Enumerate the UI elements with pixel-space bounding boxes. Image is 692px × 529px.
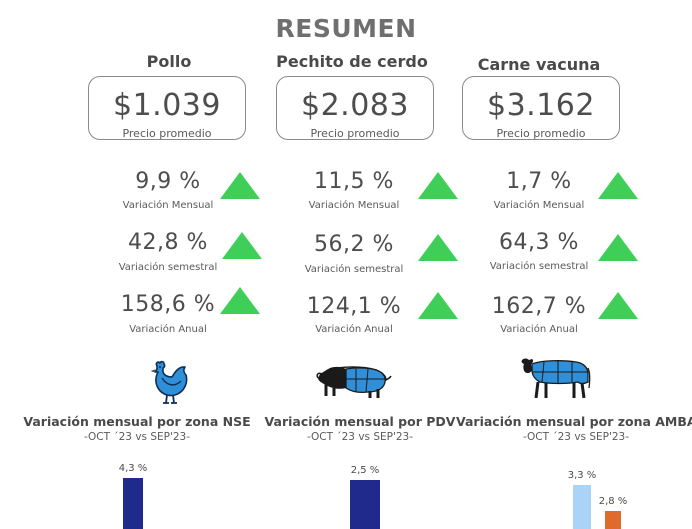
chart-bar: [350, 480, 380, 529]
product-title-vacuna: Carne vacuna: [477, 55, 601, 74]
bar-data-label: 3,3 %: [567, 470, 597, 481]
page-title: RESUMEN: [275, 14, 417, 43]
chart-bar: [123, 478, 143, 529]
product-title-cerdo: Pechito de cerdo: [276, 52, 428, 71]
trend-up-icon: [418, 234, 458, 261]
price-card-pollo: $1.039 Precio promedio: [88, 76, 246, 140]
chicken-icon: [150, 360, 188, 404]
variation-monthly-value: 1,7 %: [506, 169, 572, 194]
variation-semester-label: Variación semestral: [304, 264, 404, 275]
cow-icon: [521, 358, 591, 399]
variation-annual-label: Variación Anual: [500, 324, 578, 335]
trend-up-icon: [220, 172, 260, 199]
trend-up-icon: [220, 287, 260, 314]
variation-monthly-label: Variación Mensual: [122, 200, 214, 211]
trend-up-icon: [222, 232, 262, 259]
price-value: $2.083: [301, 88, 409, 123]
variation-annual-value: 162,7 %: [491, 294, 587, 319]
chart-subtitle-pdv: -OCT ´23 vs SEP'23-: [306, 431, 414, 443]
chart-bar: [573, 485, 591, 529]
price-value: $1.039: [113, 88, 221, 123]
chart-title-nse: Variación mensual por zona NSE: [23, 414, 251, 429]
chart-title-amba: Variación mensual por zona AMBA: [456, 414, 692, 429]
price-value: $3.162: [487, 88, 595, 123]
bar-data-label: 2,5 %: [350, 465, 380, 476]
variation-semester-value: 56,2 %: [314, 232, 394, 257]
price-card-cerdo: $2.083 Precio promedio: [276, 76, 434, 140]
variation-semester-label: Variación semestral: [118, 262, 218, 273]
pig-icon: [316, 366, 392, 398]
variation-annual-label: Variación Anual: [315, 324, 393, 335]
product-title-pollo: Pollo: [146, 52, 192, 71]
chart-subtitle-nse: -OCT ´23 vs SEP'23-: [83, 431, 191, 443]
chart-title-pdv: Variación mensual por PDV: [264, 414, 456, 429]
price-label: Precio promedio: [496, 127, 586, 140]
price-card-vacuna: $3.162 Precio promedio: [462, 76, 620, 140]
variation-annual-value: 158,6 %: [120, 292, 216, 317]
trend-up-icon: [598, 172, 638, 199]
variation-semester-label: Variación semestral: [489, 261, 589, 272]
bar-data-label: 4,3 %: [118, 463, 148, 474]
variation-monthly-label: Variación Mensual: [493, 200, 585, 211]
variation-monthly-label: Variación Mensual: [308, 200, 400, 211]
chart-bar: [605, 511, 621, 529]
price-label: Precio promedio: [122, 127, 212, 140]
chart-subtitle-amba: -OCT ´23 vs SEP'23-: [522, 431, 630, 443]
variation-annual-value: 124,1 %: [306, 294, 402, 319]
variation-annual-label: Variación Anual: [129, 324, 207, 335]
bar-data-label: 2,8 %: [598, 496, 628, 507]
variation-monthly-value: 9,9 %: [135, 169, 201, 194]
price-label: Precio promedio: [310, 127, 400, 140]
trend-up-icon: [598, 292, 638, 319]
trend-up-icon: [418, 172, 458, 199]
trend-up-icon: [418, 292, 458, 319]
variation-semester-value: 64,3 %: [499, 230, 579, 255]
variation-monthly-value: 11,5 %: [314, 169, 394, 194]
trend-up-icon: [598, 234, 638, 261]
variation-semester-value: 42,8 %: [128, 230, 208, 255]
